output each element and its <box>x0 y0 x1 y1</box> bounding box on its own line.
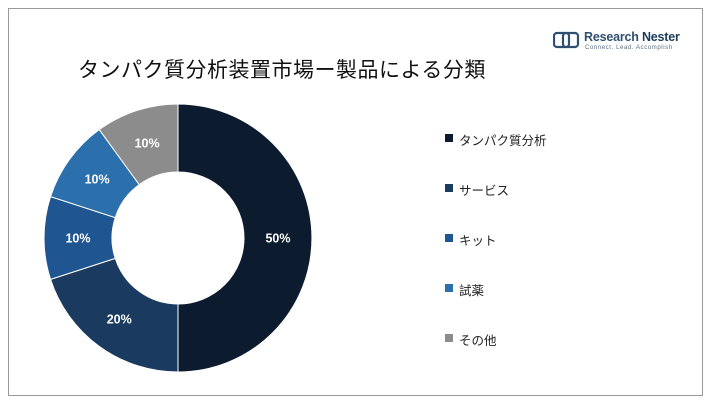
legend-swatch-4 <box>445 284 453 292</box>
chart-title: タンパク質分析装置市場ー製品による分類 <box>78 58 486 82</box>
brand-tagline: Connect. Lead. Accomplish <box>585 45 673 51</box>
brand-logo: Research Nester Connect. Lead. Accomplis… <box>553 30 683 52</box>
legend-swatch-3 <box>445 234 453 242</box>
slice-data-label-2: 20% <box>107 312 132 326</box>
slice-data-label-1: 50% <box>265 232 290 246</box>
slice-data-label-3: 10% <box>65 232 90 246</box>
donut-slice-5 <box>98 103 179 186</box>
legend-label-3: キット <box>459 233 497 248</box>
donut-slice-2 <box>49 257 179 373</box>
brand-name-part1: Research <box>584 30 639 44</box>
legend-swatch-2 <box>445 184 453 192</box>
legend-swatch-5 <box>445 334 453 342</box>
brand-name: Research Nester <box>584 30 680 44</box>
slice-data-label-5: 10% <box>135 136 160 150</box>
legend-label-4: 試薬 <box>459 283 485 298</box>
research-nester-logo-icon <box>553 31 580 49</box>
slice-data-label-4: 10% <box>85 173 110 187</box>
legend-swatch-1 <box>445 134 453 142</box>
legend-label-2: サービス <box>459 183 510 198</box>
brand-name-part2: Nester <box>641 30 680 44</box>
legend-label-1: タンパク質分析 <box>459 133 547 148</box>
legend-label-5: その他 <box>459 333 497 348</box>
donut-slice-1 <box>177 103 313 373</box>
